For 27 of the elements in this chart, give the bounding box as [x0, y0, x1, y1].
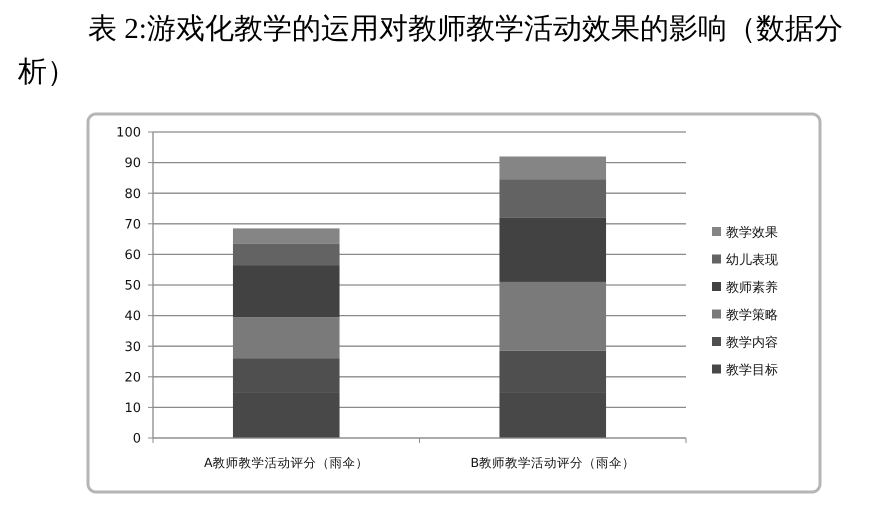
- legend-label: 教学目标: [726, 363, 778, 378]
- bar: [232, 317, 340, 358]
- chart-title: 表 2:游戏化教学的运用对教师教学活动效果的影响（数据分析）: [18, 12, 844, 90]
- y-tick-label: 0: [132, 432, 141, 447]
- y-tick-label: 30: [124, 340, 141, 355]
- legend-label: 幼儿表现: [726, 253, 778, 268]
- y-tick-label: 80: [124, 186, 141, 202]
- bar: [499, 218, 606, 282]
- y-tick-label: 10: [124, 400, 141, 416]
- y-tick-label: 100: [116, 126, 141, 141]
- x-tick-label: A教师教学活动评分（雨伞）: [204, 455, 369, 470]
- bar: [499, 282, 606, 351]
- y-tick-label: 50: [124, 278, 141, 294]
- y-tick-label: 90: [124, 156, 141, 172]
- y-tick-label: 20: [124, 370, 141, 386]
- bar: [232, 265, 340, 318]
- legend-label: 教学效果: [726, 226, 778, 241]
- bar: [232, 244, 340, 266]
- y-tick-label: 40: [124, 309, 141, 324]
- legend-label: 教师素养: [726, 280, 778, 296]
- bar: [499, 179, 606, 218]
- legend-label: 教学内容: [726, 334, 778, 351]
- x-tick-label: B教师教学活动评分（雨伞）: [470, 455, 636, 470]
- y-tick-label: 70: [124, 217, 141, 232]
- bar: [232, 228, 340, 244]
- legend-label: 教学策略: [726, 308, 778, 324]
- y-tick-label: 60: [124, 248, 141, 263]
